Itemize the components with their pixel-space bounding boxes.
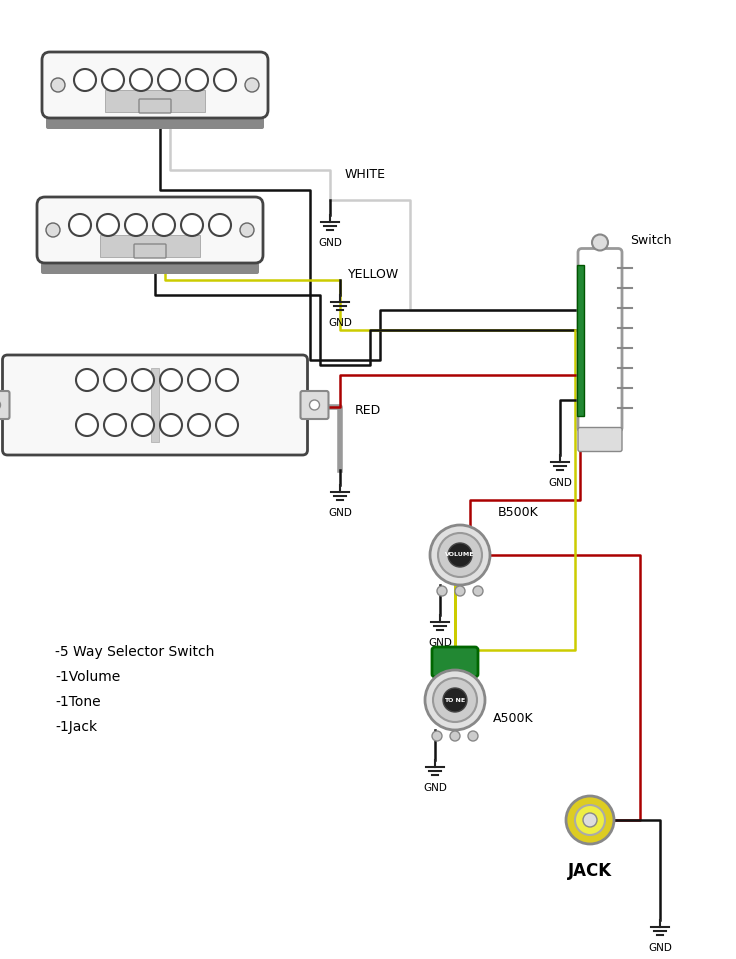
Circle shape xyxy=(76,414,98,436)
Circle shape xyxy=(430,525,490,585)
Circle shape xyxy=(216,414,238,436)
Text: GND: GND xyxy=(428,638,452,648)
FancyBboxPatch shape xyxy=(432,647,478,677)
Circle shape xyxy=(104,414,126,436)
Circle shape xyxy=(160,369,182,391)
Circle shape xyxy=(153,214,175,236)
Circle shape xyxy=(104,369,126,391)
Text: GND: GND xyxy=(318,238,342,248)
Circle shape xyxy=(432,731,442,741)
Circle shape xyxy=(455,586,465,596)
FancyBboxPatch shape xyxy=(2,355,308,455)
Bar xyxy=(151,368,159,442)
Circle shape xyxy=(575,805,605,835)
Circle shape xyxy=(443,688,467,712)
Circle shape xyxy=(310,400,319,410)
Text: WHITE: WHITE xyxy=(345,169,386,181)
Circle shape xyxy=(125,214,147,236)
FancyBboxPatch shape xyxy=(37,197,263,263)
Bar xyxy=(577,265,584,415)
Circle shape xyxy=(583,813,597,827)
Circle shape xyxy=(438,533,482,577)
Text: GND: GND xyxy=(548,478,572,488)
FancyBboxPatch shape xyxy=(46,93,264,129)
Text: RED: RED xyxy=(355,404,381,416)
Circle shape xyxy=(448,543,472,567)
Text: A500K: A500K xyxy=(493,712,534,724)
Circle shape xyxy=(160,414,182,436)
Circle shape xyxy=(181,214,203,236)
Circle shape xyxy=(450,731,460,741)
Text: GND: GND xyxy=(328,508,352,518)
Text: VOLUME: VOLUME xyxy=(445,552,475,557)
Circle shape xyxy=(468,731,478,741)
FancyBboxPatch shape xyxy=(134,244,166,258)
Text: GND: GND xyxy=(328,318,352,328)
Bar xyxy=(100,235,200,257)
Text: YELLOW: YELLOW xyxy=(348,269,399,282)
Circle shape xyxy=(102,69,124,91)
Text: -5 Way Selector Switch
-1Volume
-1Tone
-1Jack: -5 Way Selector Switch -1Volume -1Tone -… xyxy=(55,645,214,734)
Circle shape xyxy=(158,69,180,91)
Text: GND: GND xyxy=(648,943,672,953)
Circle shape xyxy=(132,369,154,391)
Circle shape xyxy=(69,214,91,236)
FancyBboxPatch shape xyxy=(41,238,259,274)
Circle shape xyxy=(209,214,231,236)
Circle shape xyxy=(437,586,447,596)
Text: GND: GND xyxy=(423,783,447,793)
Circle shape xyxy=(433,678,477,722)
Circle shape xyxy=(240,223,254,237)
FancyBboxPatch shape xyxy=(300,391,328,419)
Circle shape xyxy=(188,369,210,391)
Circle shape xyxy=(74,69,96,91)
Text: B500K: B500K xyxy=(498,506,539,520)
Circle shape xyxy=(425,670,485,730)
FancyBboxPatch shape xyxy=(42,52,268,118)
FancyBboxPatch shape xyxy=(578,428,622,452)
FancyBboxPatch shape xyxy=(0,391,10,419)
FancyBboxPatch shape xyxy=(578,248,622,432)
Text: JACK: JACK xyxy=(568,862,612,880)
Circle shape xyxy=(216,369,238,391)
Circle shape xyxy=(188,414,210,436)
Text: TO NE: TO NE xyxy=(445,697,466,703)
Circle shape xyxy=(130,69,152,91)
Circle shape xyxy=(97,214,119,236)
Circle shape xyxy=(245,78,259,92)
Circle shape xyxy=(592,235,608,250)
Text: Switch: Switch xyxy=(630,233,671,246)
Circle shape xyxy=(186,69,208,91)
Bar xyxy=(105,90,205,112)
Circle shape xyxy=(51,78,65,92)
Circle shape xyxy=(214,69,236,91)
Circle shape xyxy=(46,223,60,237)
FancyBboxPatch shape xyxy=(139,99,171,113)
Circle shape xyxy=(566,796,614,844)
Circle shape xyxy=(132,414,154,436)
Circle shape xyxy=(76,369,98,391)
Circle shape xyxy=(473,586,483,596)
